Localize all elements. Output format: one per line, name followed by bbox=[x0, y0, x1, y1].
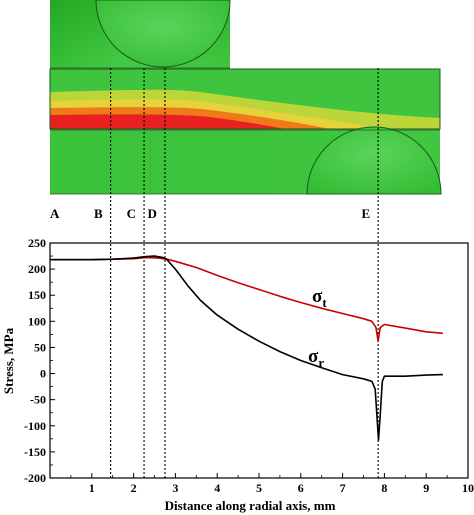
y-tick-label: 100 bbox=[28, 314, 46, 328]
y-tick-label: 50 bbox=[34, 340, 46, 354]
x-tick-label: 4 bbox=[214, 481, 220, 495]
y-tick-label: 200 bbox=[28, 262, 46, 276]
plate-band-red bbox=[50, 114, 285, 129]
point-label-b: B bbox=[94, 206, 103, 221]
x-tick-label: 10 bbox=[462, 481, 474, 495]
point-label-d: D bbox=[148, 206, 157, 221]
x-tick-label: 3 bbox=[172, 481, 178, 495]
y-tick-label: -150 bbox=[24, 445, 46, 459]
y-axis-label: Stress, MPa bbox=[1, 327, 16, 394]
x-tick-label: 1 bbox=[89, 481, 95, 495]
series-line-sigma-r bbox=[50, 255, 443, 441]
x-tick-label: 5 bbox=[256, 481, 262, 495]
series-line-sigma-t bbox=[50, 256, 443, 342]
y-tick-label: 0 bbox=[40, 367, 46, 381]
sigma-t-label: σt bbox=[312, 286, 327, 310]
x-tick-label: 2 bbox=[131, 481, 137, 495]
x-tick-label: 7 bbox=[340, 481, 346, 495]
plate-outline bbox=[49, 68, 441, 130]
y-tick-labels: 250 200 150 100 50 0 -50 -100 -150 -200 bbox=[24, 236, 55, 485]
plot-frame bbox=[49, 242, 469, 479]
x-tick-label: 8 bbox=[381, 481, 387, 495]
series-lines bbox=[50, 255, 443, 441]
y-tick-label: -100 bbox=[24, 419, 46, 433]
y-tick-label: 150 bbox=[28, 288, 46, 302]
x-tick-label: 6 bbox=[298, 481, 304, 495]
x-tick-labels: 1 2 3 4 5 6 7 8 9 10 bbox=[70, 473, 474, 495]
x-axis-label: Distance along radial axis, mm bbox=[165, 498, 336, 513]
plot-axes bbox=[49, 242, 469, 479]
lower-roller bbox=[306, 126, 442, 195]
point-label-a: A bbox=[50, 206, 60, 221]
point-label-e: E bbox=[361, 206, 370, 221]
y-tick-label: -200 bbox=[24, 471, 46, 485]
x-tick-label: 9 bbox=[423, 481, 429, 495]
stress-contour-image bbox=[49, 0, 442, 195]
point-label-c: C bbox=[127, 206, 136, 221]
sigma-r-label: σr bbox=[308, 346, 324, 370]
upper-roller bbox=[95, 0, 231, 68]
y-tick-label: -50 bbox=[30, 393, 46, 407]
y-tick-label: 250 bbox=[28, 236, 46, 250]
